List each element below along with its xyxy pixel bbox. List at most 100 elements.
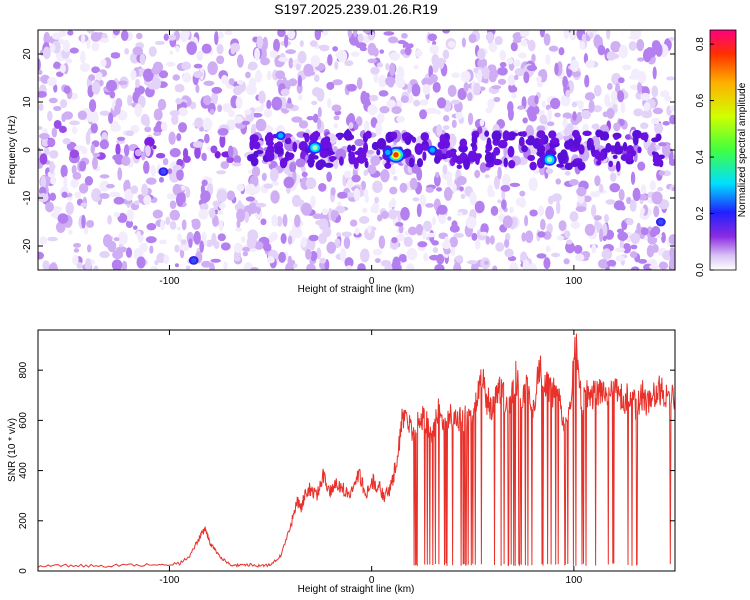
heatmap-cell [177,233,182,243]
heatmap-cell [558,47,565,56]
heatmap-band-cell [443,140,451,149]
heatmap-cell [298,94,303,101]
heatmap-cell [52,206,62,213]
heatmap-cell [330,187,336,196]
heatmap-cell [113,211,120,218]
heatmap-cell [143,194,152,205]
heatmap-cell [437,57,445,70]
heatmap-cell [632,187,641,202]
heatmap-band-cell [348,151,355,159]
heatmap-cell [306,263,316,270]
heatmap-cell [188,238,193,249]
heatmap-band-cell [521,130,527,138]
heatmap-cell [388,209,398,220]
heatmap-cell [555,200,561,215]
heatmap-cell [195,84,200,94]
heatmap-band-cell [279,157,288,169]
heatmap-cell [554,62,559,76]
heatmap-cell [301,202,312,216]
heatmap-cell [531,53,536,63]
heatmap-cell [311,87,323,97]
heatmap-cell [441,240,451,250]
heatmap-cell [474,169,481,179]
snr-xlabel: Height of straight line (km) [298,584,415,595]
heatmap-cell [201,152,207,161]
heatmap-cell [551,252,561,258]
heatmap-cell [152,209,163,219]
heatmap-cell [536,125,546,132]
heatmap-cell [53,61,61,69]
heatmap-cell [488,42,498,53]
heatmap-cell [396,65,405,80]
heatmap-cell [38,125,43,131]
heatmap-cell [485,107,493,114]
heatmap-cell [579,41,586,50]
heatmap-band-cell [536,150,544,157]
heatmap-cell [155,120,164,133]
heatmap-cell [397,39,407,45]
heatmap-cell [51,32,63,40]
heatmap-cell [344,257,354,268]
heatmap-cell [520,30,530,37]
heatmap-cell [482,66,490,80]
heatmap-band-cell [337,134,343,141]
heatmap-cell [534,95,539,105]
heatmap-cell [217,210,224,215]
heatmap-cell [606,108,615,119]
heatmap-cell [556,235,565,241]
heatmap-cell [662,121,670,126]
heatmap-cell [455,255,464,263]
heatmap-cell [214,31,219,45]
heatmap-cell [636,222,641,235]
heatmap-cell [379,106,390,114]
heatmap-cell [123,144,130,157]
heatmap-cell [629,74,640,80]
heatmap-cell [251,112,263,118]
heatmap-cell [144,137,155,147]
heatmap-cell [431,55,439,67]
heatmap-band-cell [376,149,381,156]
heatmap-cell [112,30,120,36]
heatmap-cell [524,230,534,244]
snr-ytick-label: 0 [18,568,29,574]
heatmap-cell [386,99,396,109]
heatmap-cell [490,205,499,216]
heatmap-cell [120,30,129,42]
heatmap-cell [511,92,517,99]
heatmap-cell [467,112,474,126]
heatmap-band-cell [286,155,294,161]
heatmap-cell [497,199,502,204]
heatmap-cell [564,171,571,176]
heatmap-cell [38,251,44,260]
heatmap-cell [630,171,636,185]
heatmap-cell [181,219,187,231]
heatmap-cell [353,30,358,38]
heatmap-cell [255,202,267,208]
heatmap-cell [467,92,473,102]
heatmap-band-cell [485,162,495,168]
heatmap-cell [291,116,303,123]
heatmap-cell [49,149,59,159]
heatmap-cell [224,30,233,36]
heatmap-cell [193,230,201,245]
heatmap-cell [637,57,645,62]
heatmap-band-cell [614,145,624,155]
heatmap-cell [377,214,383,222]
heatmap-cell [154,259,159,266]
heatmap-cell [156,252,166,264]
heatmap-cell [72,254,79,265]
heatmap-cell [509,262,519,270]
heatmap-band-cell [384,162,392,169]
heatmap-cell [436,204,448,215]
heatmap-band-cell [527,135,535,143]
heatmap-band-cell [600,131,610,141]
heatmap-cell [169,110,180,117]
heatmap-cell [372,180,383,194]
heatmap-cell [589,32,594,39]
heatmap-cell [86,30,95,34]
heatmap-cell [217,104,223,113]
heatmap-cell [269,50,278,58]
heatmap-cell [106,183,115,189]
heatmap-cell [378,74,387,88]
heatmap-cell [236,80,244,85]
